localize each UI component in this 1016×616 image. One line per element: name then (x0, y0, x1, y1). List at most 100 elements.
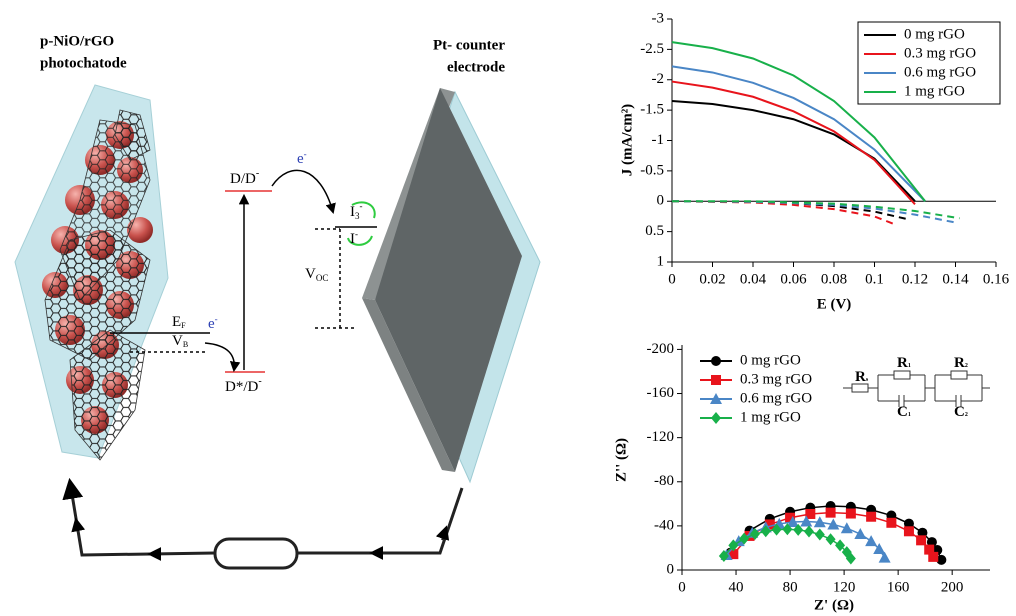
legend-label: 0.6 mg rGO (740, 390, 812, 406)
x-tick-label: 0.1 (865, 271, 884, 287)
electron-label: e- (208, 314, 218, 332)
marker (785, 512, 796, 523)
y-tick-label: -2.5 (640, 41, 664, 57)
legend-label: 0.6 mg rGO (904, 64, 976, 80)
x-tick-label: 0 (678, 579, 686, 595)
y-tick-label: 0.5 (645, 223, 664, 239)
x-tick-label: 0.02 (699, 271, 725, 287)
marker (760, 525, 771, 538)
iv-curve (671, 100, 916, 202)
legend-label: 0.3 mg rGO (740, 371, 812, 387)
x-tick-label: 80 (783, 579, 798, 595)
marker (865, 535, 878, 547)
legend-label: 0.3 mg rGO (904, 45, 976, 61)
marker (886, 517, 897, 528)
marker (878, 551, 891, 563)
dark-curve (672, 200, 960, 220)
circuit-label: R2 (954, 355, 968, 371)
y-tick-label: -120 (647, 429, 675, 445)
photocathode-label: p-NiO/rGO (40, 33, 114, 49)
x-axis-title: E (V) (817, 296, 852, 312)
y-tick-label: -160 (647, 385, 675, 401)
x-tick-label: 0.12 (902, 271, 928, 287)
x-tick-label: 0.16 (983, 271, 1010, 287)
chart: -3-2.5-2-1.5-1-0.500.510 0.02 0.04 0.06 0.08… (619, 10, 1009, 312)
chart: 0 -40 -80 -120 -160 -200 0 40 80 120 160 200 Z' (Ω) Z… (613, 341, 990, 613)
marker (786, 516, 799, 528)
valence-label: VB (172, 333, 188, 349)
y-tick-label: -3 (652, 10, 665, 26)
marker (840, 522, 853, 534)
marker (782, 523, 793, 536)
iv-curve (671, 41, 926, 202)
circuit-label: C2 (954, 404, 968, 420)
energy-labels: D/D- D*/D- e- e- I3- I- VOC EF VB p-NiO/… (40, 33, 505, 395)
iv-curve (671, 80, 916, 205)
electron-label: e- (297, 149, 307, 167)
marker (710, 393, 722, 404)
marker (916, 535, 927, 546)
y-tick-label: -0.5 (640, 162, 664, 178)
marker (793, 523, 804, 536)
x-tick-label: 0.06 (780, 271, 807, 287)
marker (749, 528, 760, 541)
voc-label: VOC (305, 266, 328, 283)
counter-label: Pt- counter (433, 37, 505, 53)
circuit-inset (843, 370, 990, 407)
x-tick-label: 0.14 (942, 271, 969, 287)
x-axis-title: Z' (Ω) (814, 597, 854, 613)
photocathode (14, 84, 169, 461)
iv-curve (671, 65, 926, 202)
x-tick-label: 40 (729, 579, 744, 595)
marker (764, 519, 775, 530)
x-tick-label: 0 (668, 271, 676, 287)
counter-electrode (362, 88, 541, 484)
marker (917, 527, 928, 538)
y-tick-label: -1.5 (640, 102, 664, 118)
legend-label: 1 mg rGO (904, 83, 965, 99)
triiodide-label: I3- (350, 201, 363, 221)
x-tick-label: 0.04 (740, 271, 767, 287)
marker (718, 549, 729, 562)
marker (728, 549, 739, 560)
marker (827, 518, 840, 530)
dye-excited-label: D*/D- (225, 376, 262, 395)
charts: -3-2.5-2-1.5-1-0.500.510 0.02 0.04 0.06 0.08… (613, 10, 1009, 613)
marker (711, 356, 721, 366)
marker (873, 543, 886, 555)
marker (800, 515, 813, 527)
y-tick-label: 1 (657, 253, 665, 269)
circuit-label: C1 (897, 404, 911, 420)
marker (814, 528, 825, 541)
photocathode-label: photochatode (40, 55, 127, 71)
marker (813, 516, 826, 528)
iodide-label: I- (350, 229, 358, 247)
legend-label: 0 mg rGO (740, 352, 801, 368)
marker (866, 511, 877, 522)
y-axis-title: J (mA/cm²) (619, 104, 635, 176)
y-tick-label: -200 (647, 341, 675, 357)
y-tick-label: -80 (654, 473, 674, 489)
dark-curve (671, 200, 910, 221)
y-axis-title: Z'' (Ω) (613, 438, 629, 482)
marker (803, 525, 814, 538)
marker (739, 532, 750, 545)
marker (805, 508, 816, 519)
marker (903, 518, 914, 529)
energy-diagram (110, 169, 377, 373)
fermi-label: EF (172, 314, 186, 330)
y-tick-label: -1 (652, 132, 665, 148)
x-tick-label: 160 (887, 579, 910, 595)
marker (924, 544, 935, 555)
y-tick-label: -2 (652, 71, 665, 87)
marker (845, 552, 856, 565)
marker (825, 533, 836, 546)
dark-curve (671, 200, 956, 224)
marker (928, 551, 939, 562)
legend-label: 1 mg rGO (740, 409, 801, 425)
legend-label: 0 mg rGO (904, 26, 965, 42)
x-tick-label: 120 (833, 579, 856, 595)
x-tick-label: 0.08 (821, 271, 847, 287)
marker (845, 508, 856, 519)
